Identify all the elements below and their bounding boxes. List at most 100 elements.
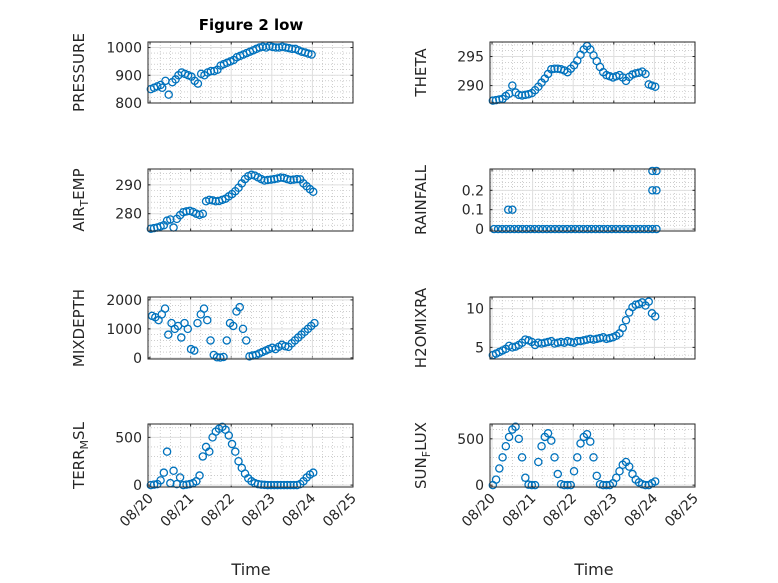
data-point xyxy=(554,224,564,234)
data-point xyxy=(219,352,228,362)
data-point xyxy=(534,338,543,347)
data-point xyxy=(234,456,243,466)
data-point xyxy=(648,166,657,176)
data-point xyxy=(195,471,204,480)
y-tick-label: 500 xyxy=(457,432,484,448)
data-point xyxy=(619,224,629,234)
data-point xyxy=(260,480,269,490)
data-point xyxy=(159,468,169,477)
plot-area xyxy=(490,297,695,359)
data-point xyxy=(648,224,657,234)
series-markers xyxy=(146,422,318,490)
y-tick-label: 295 xyxy=(457,50,484,66)
data-point xyxy=(241,336,251,345)
data-point xyxy=(611,473,621,482)
data-point xyxy=(162,447,172,456)
data-point xyxy=(511,422,520,432)
y-tick-label: 0.1 xyxy=(462,203,484,219)
data-point xyxy=(618,323,627,333)
data-point xyxy=(530,224,539,234)
x-axis-label-left: Time xyxy=(230,560,270,579)
data-point xyxy=(534,457,543,467)
series-markers xyxy=(488,297,660,360)
data-point xyxy=(205,447,214,456)
data-point xyxy=(231,447,240,456)
figure-title: Figure 2 low xyxy=(199,16,304,34)
axes-box xyxy=(147,296,354,360)
y-tick-label: 1000 xyxy=(106,322,142,338)
data-point xyxy=(570,224,580,234)
y-axis-label: TERRMSL xyxy=(70,421,91,490)
y-tick-label: 500 xyxy=(115,430,142,446)
data-point xyxy=(582,429,592,439)
data-point xyxy=(599,480,608,490)
data-point xyxy=(542,224,552,234)
data-point xyxy=(282,480,292,490)
plot-area xyxy=(148,297,353,359)
series-markers xyxy=(488,41,660,105)
subplot-rainfall: 0 0.1 0.2 RAINFALL xyxy=(412,164,696,238)
data-point xyxy=(212,353,222,362)
data-point xyxy=(266,480,276,490)
data-point xyxy=(550,224,560,234)
y-tick-label: 0 xyxy=(475,222,484,238)
series-markers xyxy=(147,302,319,362)
data-point xyxy=(504,205,513,214)
data-point xyxy=(576,439,585,448)
data-point xyxy=(501,441,511,451)
data-point xyxy=(650,82,660,91)
data-point xyxy=(497,224,507,234)
y-tick-label: 0 xyxy=(133,478,142,494)
data-point xyxy=(586,334,595,344)
data-point xyxy=(228,321,238,331)
data-point xyxy=(198,452,208,461)
data-point xyxy=(640,224,649,234)
data-point xyxy=(508,81,517,90)
data-point xyxy=(650,312,660,321)
y-tick-label: 2000 xyxy=(106,293,142,309)
data-point xyxy=(543,429,553,438)
y-axis-label: AIRTEMP xyxy=(70,168,91,231)
data-point xyxy=(621,315,631,325)
data-point xyxy=(547,65,556,74)
data-point xyxy=(206,336,215,345)
data-point xyxy=(183,324,193,334)
data-point xyxy=(615,466,624,476)
data-point xyxy=(274,43,284,52)
data-point xyxy=(517,453,527,462)
subplot-pressure: 800 900 1000 PRESSURE xyxy=(70,33,354,112)
data-point xyxy=(527,480,537,490)
data-point xyxy=(652,186,661,195)
data-point xyxy=(534,224,543,234)
data-point xyxy=(607,224,617,234)
data-point xyxy=(583,224,592,234)
data-point xyxy=(573,453,582,462)
y-tick-label: 5 xyxy=(475,340,484,356)
data-point xyxy=(595,224,604,234)
data-point xyxy=(263,480,273,490)
series-markers xyxy=(146,41,316,99)
data-point xyxy=(644,297,653,306)
axes-box xyxy=(489,423,696,488)
data-point xyxy=(289,175,298,184)
data-point xyxy=(644,224,653,234)
data-point xyxy=(198,209,208,218)
data-point xyxy=(514,434,524,444)
y-axis-label: SUNFLUX xyxy=(412,422,433,489)
data-point xyxy=(550,453,559,462)
data-point xyxy=(268,42,277,52)
series-markers xyxy=(146,170,318,233)
data-point xyxy=(304,49,313,58)
data-point xyxy=(550,64,559,73)
data-point xyxy=(587,224,596,234)
plot-area xyxy=(490,169,695,231)
subplot-mixdepth: 0 1000 2000 MIXDEPTH xyxy=(70,289,354,367)
data-point xyxy=(641,69,650,79)
series-markers xyxy=(488,422,660,490)
data-point xyxy=(624,462,634,471)
data-point xyxy=(276,480,285,490)
data-point xyxy=(508,205,517,214)
data-point xyxy=(514,90,524,100)
y-tick-label: 290 xyxy=(457,79,484,95)
